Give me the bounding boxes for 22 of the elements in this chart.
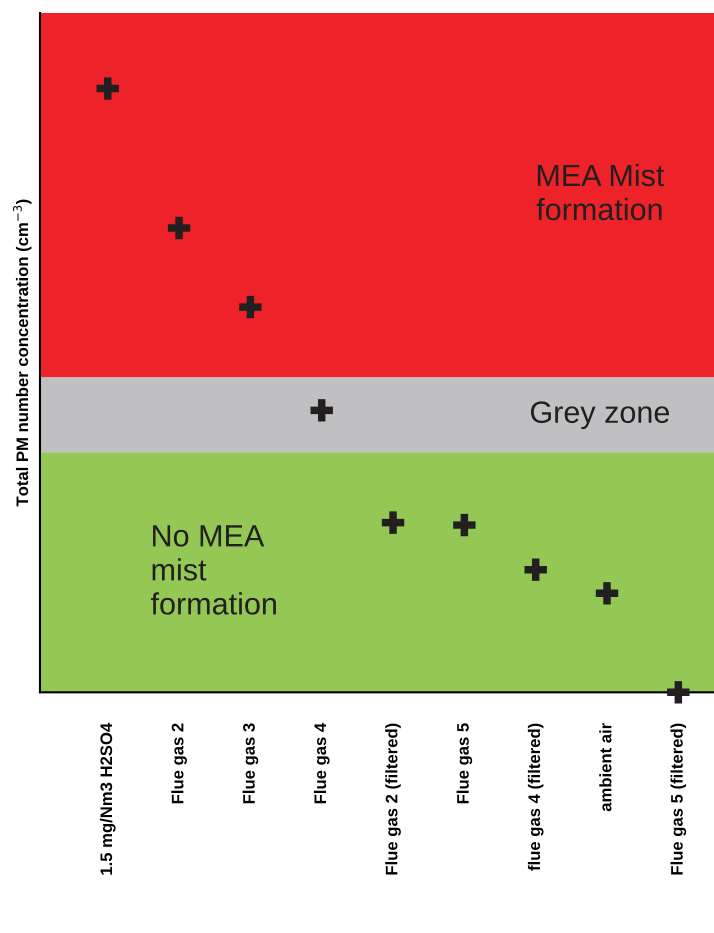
- x-tick-label: Flue gas 4: [314, 722, 330, 804]
- x-tick-label: Flue gas 5: [456, 723, 472, 804]
- point: [382, 511, 404, 534]
- y-axis-title: Total PM number concentration (cm$^{−3}$): [12, 200, 32, 506]
- band-label: No MEA mist formation: [150, 525, 276, 615]
- x-tick-label: Flue gas 2: [171, 724, 187, 804]
- point: [453, 514, 476, 536]
- x-tick-label: Flue gas 5 (filtered): [670, 724, 686, 875]
- x-tick-label: Flue gas 2 (filtered): [385, 724, 401, 875]
- point: [596, 582, 618, 604]
- point: [667, 681, 690, 704]
- point: [310, 399, 333, 422]
- x-tick-label: flue gas 4 (filtered): [528, 724, 544, 871]
- point: [168, 216, 190, 240]
- point: [96, 77, 119, 100]
- point: [524, 558, 547, 581]
- band-label: Grey zone: [530, 401, 670, 430]
- point: [239, 296, 262, 318]
- x-tick-label: 1.5 mg/Nm3 H2SO4: [100, 722, 116, 875]
- x-tick-label: ambient air: [599, 723, 612, 812]
- band-label: MEA Mist formation: [536, 164, 664, 220]
- x-tick-label: Flue gas 3: [242, 723, 258, 804]
